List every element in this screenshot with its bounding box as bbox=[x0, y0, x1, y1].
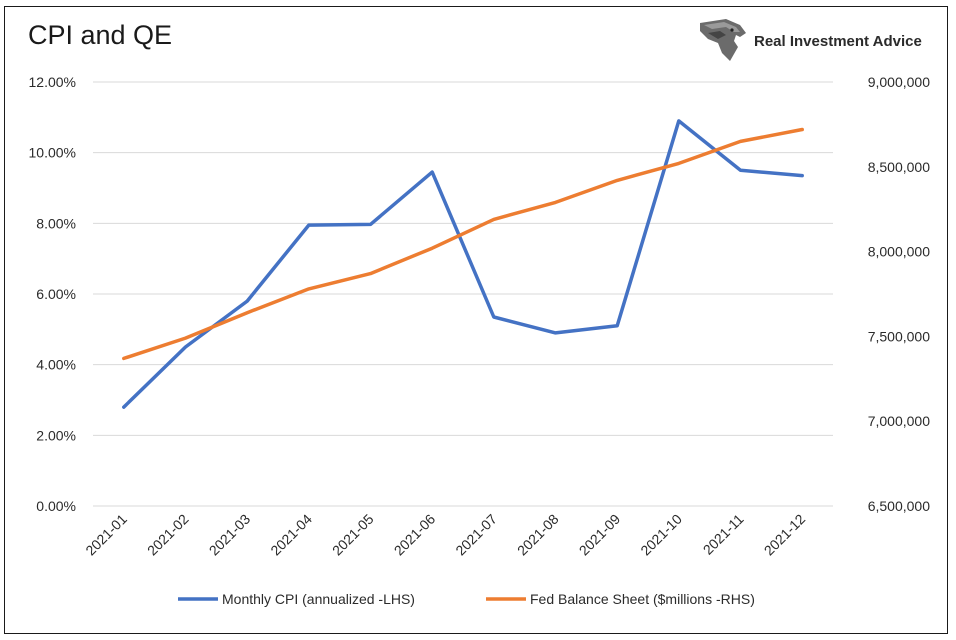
x-tick-label: 2021-08 bbox=[514, 511, 562, 559]
x-tick-label: 2021-09 bbox=[576, 511, 624, 559]
left-tick-label: 8.00% bbox=[36, 215, 76, 231]
right-tick-label: 7,000,000 bbox=[868, 413, 930, 429]
x-tick-label: 2021-06 bbox=[391, 511, 439, 559]
x-tick-label: 2021-11 bbox=[700, 511, 747, 558]
x-axis-ticks: 2021-01 2021-02 2021-03 2021-04 2021-05 2021-… bbox=[82, 511, 808, 559]
right-axis-ticks: 6,500,000 7,000,000 7,500,000 8,000,000 8,50… bbox=[868, 74, 930, 514]
x-tick-label: 2021-05 bbox=[329, 511, 377, 559]
right-tick-label: 7,500,000 bbox=[868, 328, 930, 344]
left-axis-ticks: 0.00% 2.00% 4.00% 6.00% 8.00% 10.00% 12.00% bbox=[29, 74, 76, 514]
x-tick-label: 2021-01 bbox=[82, 511, 130, 559]
legend: Monthly CPI (annualized -LHS) Fed Balance… bbox=[178, 591, 755, 607]
left-tick-label: 4.00% bbox=[36, 357, 76, 373]
brand-logo: Real Investment Advice bbox=[696, 16, 922, 66]
brand-name: Real Investment Advice bbox=[754, 32, 922, 50]
right-tick-label: 8,500,000 bbox=[868, 159, 930, 175]
x-tick-label: 2021-02 bbox=[144, 511, 192, 559]
x-tick-label: 2021-12 bbox=[761, 511, 809, 559]
series-line-2 bbox=[122, 127, 804, 361]
left-tick-label: 10.00% bbox=[29, 145, 76, 161]
right-tick-label: 8,000,000 bbox=[868, 244, 930, 260]
right-tick-label: 9,000,000 bbox=[868, 74, 930, 90]
right-tick-label: 6,500,000 bbox=[868, 498, 930, 514]
x-tick-label: 2021-04 bbox=[267, 511, 315, 559]
x-tick-label: 2021-07 bbox=[452, 511, 500, 559]
left-tick-label: 6.00% bbox=[36, 286, 76, 302]
chart-frame bbox=[4, 6, 948, 634]
left-tick-label: 2.00% bbox=[36, 427, 76, 443]
series-lines bbox=[122, 119, 804, 409]
gridlines bbox=[93, 81, 833, 507]
left-tick-label: 0.00% bbox=[36, 498, 76, 514]
legend-label-1: Monthly CPI (annualized -LHS) bbox=[222, 591, 415, 607]
x-tick-label: 2021-10 bbox=[637, 511, 685, 559]
chart-title: CPI and QE bbox=[28, 20, 173, 50]
legend-label-2: Fed Balance Sheet ($millions -RHS) bbox=[530, 591, 755, 607]
left-tick-label: 12.00% bbox=[29, 74, 76, 90]
series-line-1 bbox=[122, 119, 804, 409]
x-tick-label: 2021-03 bbox=[206, 511, 254, 559]
eagle-head-icon bbox=[700, 19, 746, 61]
